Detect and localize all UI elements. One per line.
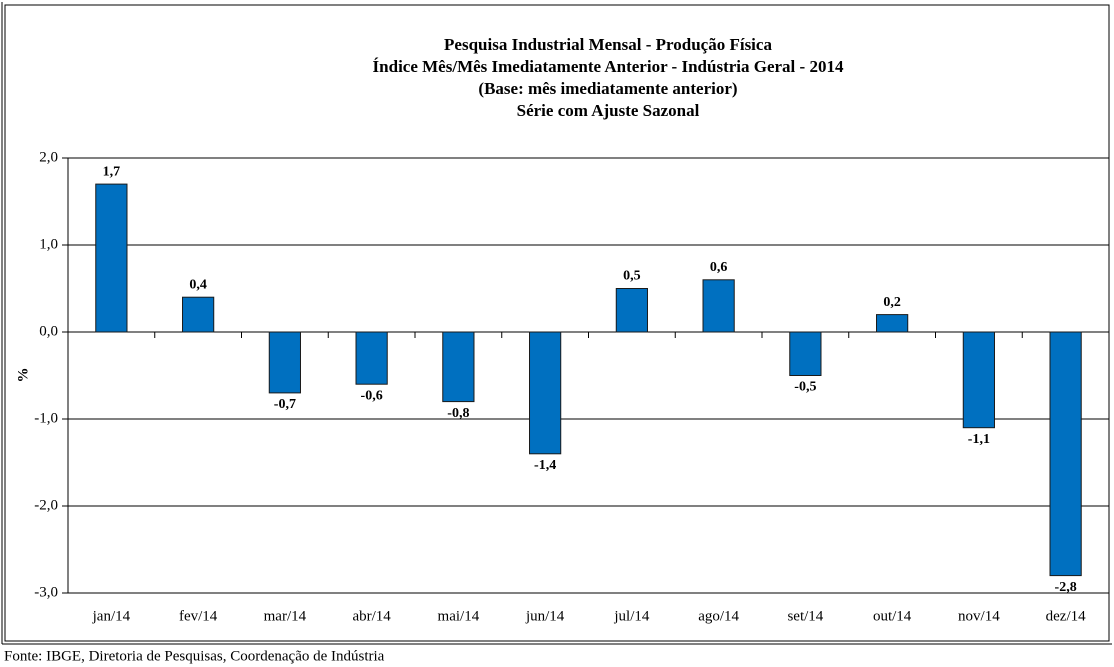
data-label: -0,5 (794, 380, 816, 395)
data-label: -0,6 (361, 388, 383, 403)
data-label: -0,8 (447, 406, 469, 421)
chart-title: Índice Mês/Mês Imediatamente Anterior - … (373, 57, 844, 76)
bar (268, 331, 301, 394)
chart-title: (Base: mês imediatamente anterior) (478, 79, 737, 98)
x-tick-label: mai/14 (438, 608, 480, 624)
x-tick-label: jul/14 (613, 608, 650, 624)
bar (442, 331, 475, 403)
x-tick-label: abr/14 (352, 608, 391, 624)
x-tick-label: fev/14 (179, 608, 218, 624)
bar (962, 331, 995, 429)
data-label: 0,2 (883, 295, 901, 310)
bar (615, 288, 648, 333)
x-tick-label: nov/14 (958, 608, 1000, 624)
data-label: 0,6 (710, 260, 728, 275)
y-tick-label: 1,0 (39, 236, 58, 252)
x-tick-label: ago/14 (698, 608, 739, 624)
data-label: -2,8 (1055, 580, 1077, 595)
y-tick-label: -1,0 (34, 410, 58, 426)
bar (95, 183, 128, 333)
bar (702, 279, 735, 333)
bar (529, 331, 562, 455)
data-label: 1,7 (103, 164, 121, 179)
chart-title: Série com Ajuste Sazonal (517, 101, 700, 120)
data-label: 0,5 (623, 269, 641, 284)
bar (789, 331, 822, 376)
y-tick-label: 2,0 (39, 149, 58, 165)
bar (1049, 331, 1082, 577)
y-tick-label: 0,0 (39, 323, 58, 339)
y-tick-label: -2,0 (34, 497, 58, 513)
source: Fonte: IBGE, Diretoria de Pesquisas, Coo… (4, 648, 385, 664)
bar (182, 296, 215, 333)
y-tick-label: -3,0 (34, 584, 58, 600)
x-tick-label: dez/14 (1046, 608, 1086, 624)
x-tick-label: jun/14 (525, 608, 565, 624)
bar (355, 331, 388, 385)
data-label: -1,1 (968, 432, 990, 447)
x-tick-label: jan/14 (92, 608, 131, 624)
x-tick-label: out/14 (873, 608, 912, 624)
bar (876, 314, 909, 333)
data-label: -0,7 (274, 397, 296, 412)
data-label: -1,4 (534, 458, 556, 473)
x-tick-label: set/14 (787, 608, 823, 624)
chart-title: Pesquisa Industrial Mensal - Produção Fí… (444, 35, 772, 54)
y-axis-label: % (15, 368, 31, 383)
x-tick-label: mar/14 (264, 608, 307, 624)
data-label: 0,4 (189, 277, 207, 292)
